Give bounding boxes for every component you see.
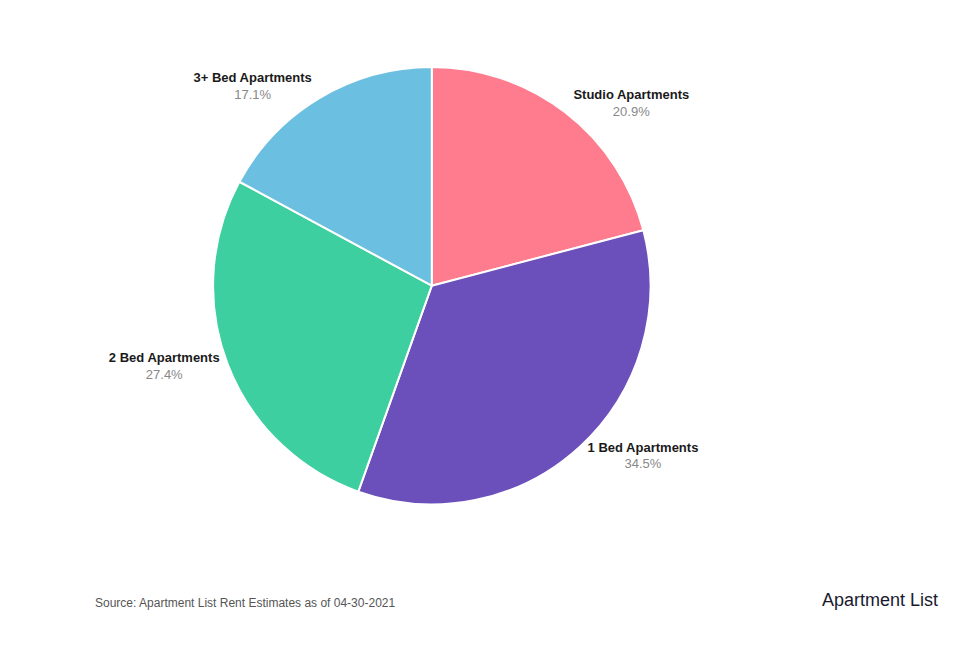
svg-text:Studio Apartments20.9%: Studio Apartments20.9%: [573, 87, 689, 119]
svg-text:Apartment List: Apartment List: [822, 590, 938, 610]
svg-text:1 Bed Apartments34.5%: 1 Bed Apartments34.5%: [588, 440, 699, 472]
svg-text:3+ Bed Apartments17.1%: 3+ Bed Apartments17.1%: [193, 70, 311, 102]
svg-text:Source: Apartment List Rent Es: Source: Apartment List Rent Estimates as…: [95, 596, 395, 610]
svg-text:2 Bed Apartments27.4%: 2 Bed Apartments27.4%: [109, 350, 220, 382]
